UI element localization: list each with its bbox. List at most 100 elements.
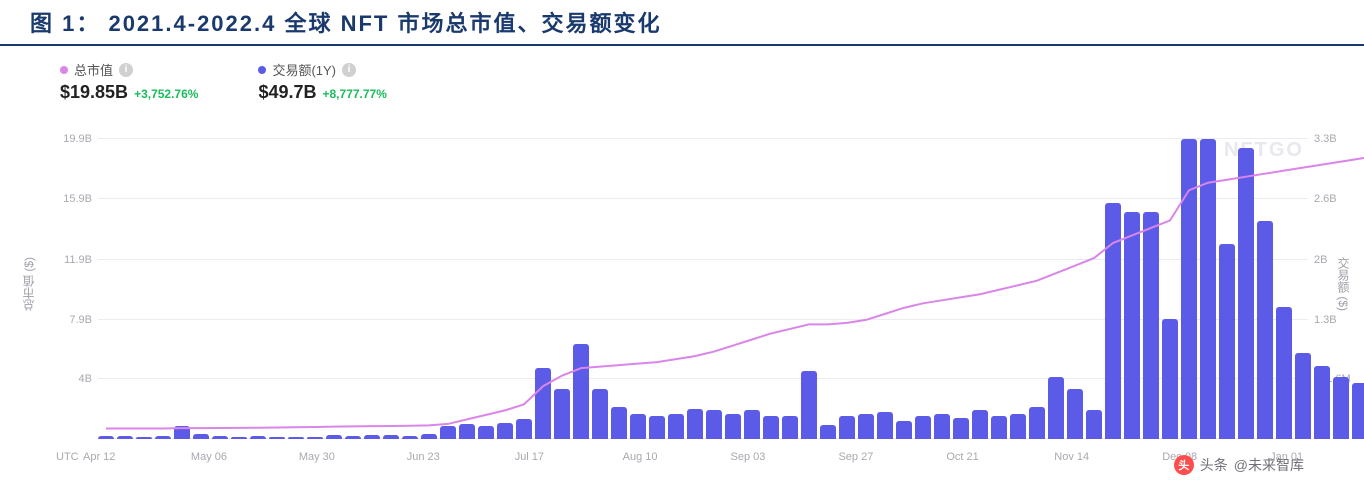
bar <box>497 423 513 439</box>
legend-value-volume: $49.7B <box>258 82 316 103</box>
x-tick: Nov 14 <box>1054 451 1089 463</box>
bar <box>345 436 361 439</box>
bars-container <box>98 139 1364 439</box>
attribution-icon: 头 <box>1174 455 1194 475</box>
bar <box>573 344 589 439</box>
x-tick: Jul 17 <box>515 451 544 463</box>
bar <box>1029 407 1045 439</box>
legend-dot-marketcap <box>60 66 68 74</box>
bar <box>1257 221 1273 439</box>
bar <box>1314 366 1330 439</box>
x-tick: Aug 10 <box>623 451 658 463</box>
bar <box>896 421 912 439</box>
bar <box>1238 148 1254 439</box>
chart-area: 总市值 ($) 交易额 ($) NFTGO UTC 4B7.9B11.9B15.… <box>0 107 1364 489</box>
x-tick: Jun 23 <box>407 451 440 463</box>
y-tick-left: 15.9B <box>56 193 92 205</box>
bar <box>231 437 247 439</box>
legend: 总市值 i $19.85B +3,752.76% 交易额(1Y) i $49.7… <box>0 46 1364 107</box>
chart-title: 图 1： 2021.4-2022.4 全球 NFT 市场总市值、交易额变化 <box>30 11 661 36</box>
chart-title-bar: 图 1： 2021.4-2022.4 全球 NFT 市场总市值、交易额变化 <box>0 0 1364 46</box>
legend-item-marketcap: 总市值 i $19.85B +3,752.76% <box>60 60 198 103</box>
bar <box>934 414 950 439</box>
bar <box>364 435 380 439</box>
bar <box>839 416 855 439</box>
bar <box>687 409 703 439</box>
bar <box>592 389 608 439</box>
bar <box>421 434 437 439</box>
bar <box>611 407 627 439</box>
legend-pct-marketcap: +3,752.76% <box>134 87 198 101</box>
attribution: 头 头条 @未来智库 <box>1174 455 1304 475</box>
bar <box>288 437 304 439</box>
attribution-prefix: 头条 <box>1200 455 1228 475</box>
bar <box>212 436 228 439</box>
bar <box>877 412 893 439</box>
bar <box>535 368 551 439</box>
bar <box>1105 203 1121 439</box>
y-axis-left-label: 总市值 ($) <box>20 257 37 311</box>
x-tick: Apr 12 <box>83 451 115 463</box>
bar <box>706 410 722 439</box>
bar <box>440 426 456 439</box>
bar <box>915 416 931 439</box>
bar <box>98 436 114 439</box>
bar <box>554 389 570 439</box>
attribution-text: @未来智库 <box>1234 455 1304 475</box>
bar <box>174 426 190 439</box>
bar <box>516 419 532 439</box>
bar <box>478 426 494 439</box>
legend-label-marketcap: 总市值 <box>74 60 113 79</box>
bar <box>820 425 836 439</box>
bar <box>858 414 874 439</box>
bar <box>630 414 646 439</box>
bar <box>1352 383 1364 439</box>
bar <box>782 416 798 439</box>
x-tick: Sep 27 <box>838 451 873 463</box>
bar <box>801 371 817 439</box>
y-tick-left: 11.9B <box>56 254 92 266</box>
bar <box>1067 389 1083 439</box>
bar <box>193 434 209 439</box>
bar <box>991 416 1007 439</box>
bar <box>136 437 152 439</box>
legend-pct-volume: +8,777.77% <box>323 87 387 101</box>
bar <box>1143 212 1159 439</box>
bar <box>1295 353 1311 439</box>
bar <box>459 424 475 439</box>
bar <box>763 416 779 439</box>
y-tick-left: 7.9B <box>56 314 92 326</box>
bar <box>1010 414 1026 439</box>
info-icon: i <box>342 63 356 77</box>
bar <box>269 437 285 439</box>
bar <box>1276 307 1292 439</box>
bar <box>1124 212 1140 439</box>
legend-dot-volume <box>258 66 266 74</box>
x-tick: Oct 21 <box>946 451 978 463</box>
bar <box>668 414 684 439</box>
info-icon: i <box>119 63 133 77</box>
bar <box>725 414 741 439</box>
bar <box>117 436 133 439</box>
bar <box>953 418 969 439</box>
bar <box>250 436 266 439</box>
bar <box>326 435 342 439</box>
utc-label: UTC <box>56 451 79 463</box>
bar <box>972 410 988 439</box>
y-tick-left: 4B <box>56 373 92 385</box>
bar <box>383 435 399 439</box>
bar <box>1219 244 1235 439</box>
bar <box>744 410 760 439</box>
legend-item-volume: 交易额(1Y) i $49.7B +8,777.77% <box>258 60 386 103</box>
bar <box>307 437 323 439</box>
bar <box>1181 139 1197 439</box>
legend-label-volume: 交易额(1Y) <box>272 60 336 79</box>
y-tick-left: 19.9B <box>56 133 92 145</box>
bar <box>1086 410 1102 439</box>
x-tick: May 06 <box>191 451 227 463</box>
x-tick: Sep 03 <box>731 451 766 463</box>
bar <box>1048 377 1064 439</box>
bar <box>1333 377 1349 439</box>
bar <box>1200 139 1216 439</box>
bar <box>155 436 171 439</box>
